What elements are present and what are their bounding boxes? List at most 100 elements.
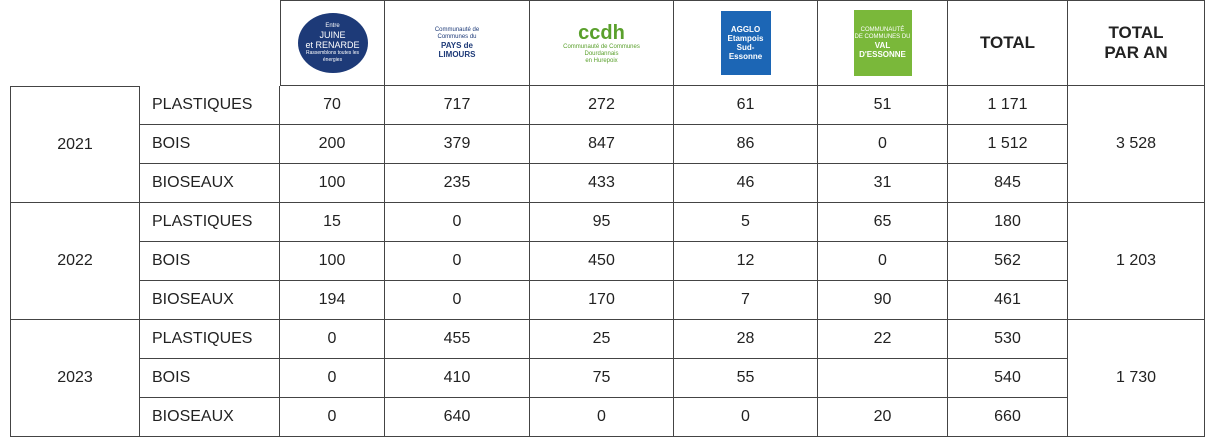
logo-cell: AGGLO Etampois Sud-Essonne <box>674 0 818 86</box>
value: 0 <box>280 320 385 359</box>
logo: Communauté de Communes du PAYS de LIMOURS <box>407 13 507 73</box>
material: BOIS <box>140 359 280 398</box>
value: 0 <box>530 398 674 437</box>
value: 0 <box>385 242 530 281</box>
logo-tagline: Rassemblons toutes les énergies <box>305 49 360 63</box>
row-total: 530 <box>948 320 1068 359</box>
value: 235 <box>385 164 530 203</box>
value: 20 <box>818 398 948 437</box>
logo-text: DE COMMUNES DU <box>854 34 911 40</box>
year: 2021 <box>10 86 140 203</box>
value: 12 <box>674 242 818 281</box>
material: PLASTIQUES <box>140 86 280 125</box>
value: 75 <box>530 359 674 398</box>
value: 65 <box>818 203 948 242</box>
value: 194 <box>280 281 385 320</box>
logo: COMMUNAUTÉ DE COMMUNES DU VAL D'ESSONNE <box>853 10 912 76</box>
material: BOIS <box>140 242 280 281</box>
value: 100 <box>280 242 385 281</box>
logo: AGGLO Etampois Sud-Essonne <box>720 11 771 75</box>
material: BOIS <box>140 125 280 164</box>
value: 0 <box>280 359 385 398</box>
value: 86 <box>674 125 818 164</box>
logo-cell: Communauté de Communes du PAYS de LIMOURS <box>385 0 530 86</box>
year: 2023 <box>10 320 140 437</box>
value: 46 <box>674 164 818 203</box>
logo-text: PAYS de <box>440 41 473 50</box>
year-total: 3 528 <box>1068 86 1205 203</box>
value: 200 <box>280 125 385 164</box>
logo-text: Sud-Essonne <box>728 43 763 61</box>
value: 70 <box>280 86 385 125</box>
value: 7 <box>674 281 818 320</box>
value: 100 <box>280 164 385 203</box>
header-total-per-year: TOTAL PAR AN <box>1068 0 1205 86</box>
year: 2022 <box>10 203 140 320</box>
value: 55 <box>674 359 818 398</box>
row-total: 180 <box>948 203 1068 242</box>
value: 0 <box>280 398 385 437</box>
value: 0 <box>385 203 530 242</box>
logo-text: AGGLO <box>730 25 761 34</box>
value: 5 <box>674 203 818 242</box>
logo-text: COMMUNAUTÉ <box>860 27 905 33</box>
material: BIOSEAUX <box>140 164 280 203</box>
row-total: 540 <box>948 359 1068 398</box>
logo-text: VAL <box>874 41 891 50</box>
value: 640 <box>385 398 530 437</box>
value: 25 <box>530 320 674 359</box>
logo-text: Entre <box>325 22 340 29</box>
logo-text: ccdh <box>578 21 625 44</box>
logo-text: LIMOURS <box>438 50 476 59</box>
value: 28 <box>674 320 818 359</box>
value: 22 <box>818 320 948 359</box>
logo-text: Etampois <box>727 34 764 43</box>
logo-text: et RENARDE <box>305 39 360 50</box>
value: 717 <box>385 86 530 125</box>
row-total: 1 512 <box>948 125 1068 164</box>
value: 0 <box>818 125 948 164</box>
value: 450 <box>530 242 674 281</box>
material: PLASTIQUES <box>140 320 280 359</box>
value: 0 <box>385 281 530 320</box>
value: 95 <box>530 203 674 242</box>
value: 170 <box>530 281 674 320</box>
row-total: 461 <box>948 281 1068 320</box>
material: BIOSEAUX <box>140 398 280 437</box>
logo-text: Dourdannais <box>584 50 619 57</box>
value: 433 <box>530 164 674 203</box>
value: 15 <box>280 203 385 242</box>
logo-text: en Hurepoix <box>585 57 618 64</box>
value: 847 <box>530 125 674 164</box>
logo-text: Communes du <box>437 34 477 40</box>
logo: ccdh Communauté de Communes Dourdannais en … <box>561 13 642 73</box>
value: 61 <box>674 86 818 125</box>
material: BIOSEAUX <box>140 281 280 320</box>
value <box>818 359 948 398</box>
value: 0 <box>674 398 818 437</box>
header-total: TOTAL <box>948 0 1068 86</box>
logo: Entre JUINE et RENARDE Rassemblons toutes l… <box>297 13 368 73</box>
logo-cell: ccdh Communauté de Communes Dourdannais en … <box>530 0 674 86</box>
value: 272 <box>530 86 674 125</box>
value: 379 <box>385 125 530 164</box>
logo-cell: COMMUNAUTÉ DE COMMUNES DU VAL D'ESSONNE <box>818 0 948 86</box>
row-total: 660 <box>948 398 1068 437</box>
row-total: 562 <box>948 242 1068 281</box>
value: 51 <box>818 86 948 125</box>
value: 455 <box>385 320 530 359</box>
value: 31 <box>818 164 948 203</box>
value: 90 <box>818 281 948 320</box>
row-total: 845 <box>948 164 1068 203</box>
value: 410 <box>385 359 530 398</box>
year-total: 1 730 <box>1068 320 1205 437</box>
logo-text: Communauté de <box>434 27 480 33</box>
logo-cell: Entre JUINE et RENARDE Rassemblons toutes l… <box>280 0 385 86</box>
row-total: 1 171 <box>948 86 1068 125</box>
year-total: 1 203 <box>1068 203 1205 320</box>
logo-text: Communauté de Communes <box>563 43 640 50</box>
material: PLASTIQUES <box>140 203 280 242</box>
logo-text: D'ESSONNE <box>859 50 906 59</box>
logo-text: JUINE <box>319 29 346 40</box>
